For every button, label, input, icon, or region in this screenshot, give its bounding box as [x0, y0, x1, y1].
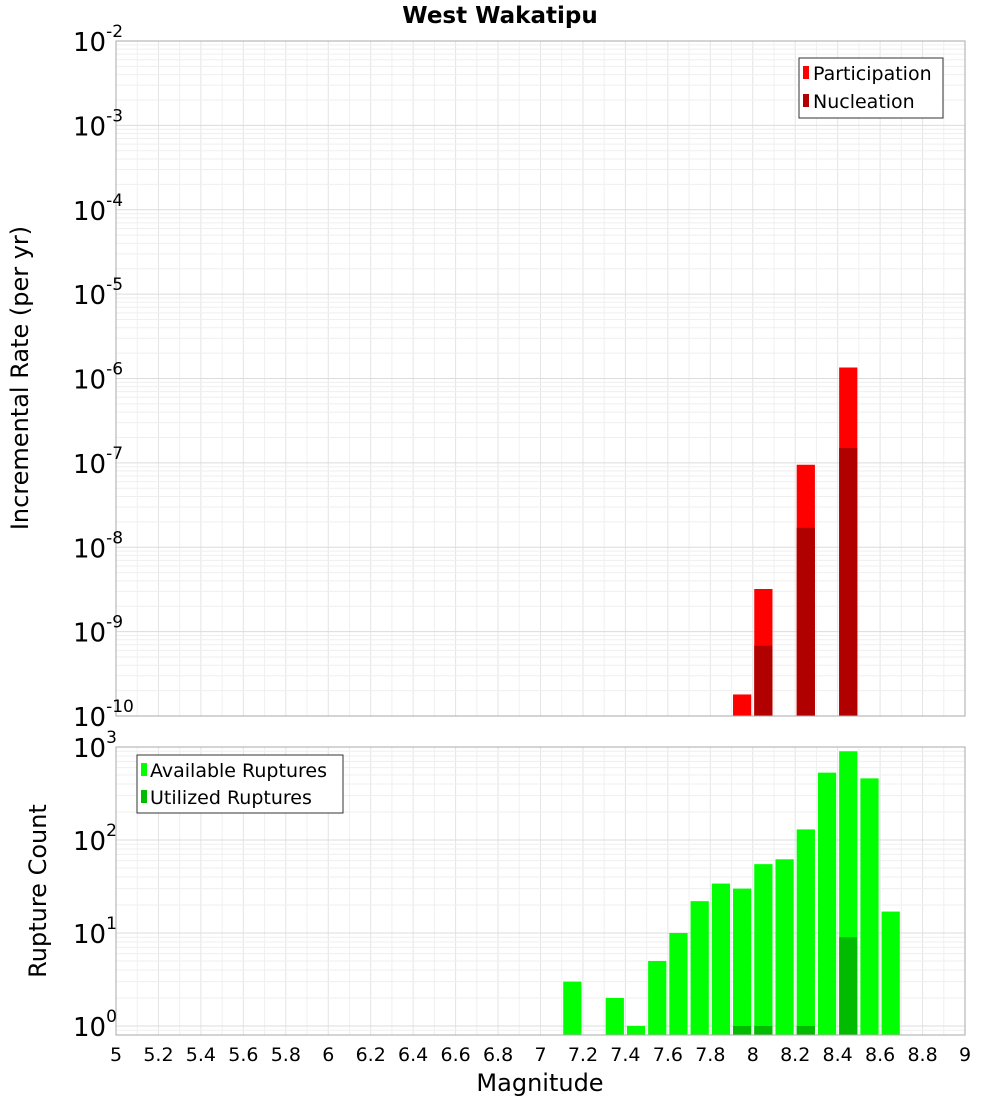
bottom-bar-available-ruptures	[563, 981, 582, 1035]
legend-swatch-available	[141, 763, 147, 776]
x-tick-label: 8.2	[780, 1044, 810, 1066]
x-tick-label: 5.4	[186, 1044, 216, 1066]
legend-label-available: Available Ruptures	[150, 760, 327, 782]
bottom-plot-bars	[563, 751, 900, 1035]
x-tick-label: 6.4	[398, 1044, 428, 1066]
bottom-bar-utilized-ruptures	[796, 1025, 815, 1035]
bottom-bar-available-ruptures	[881, 911, 900, 1035]
x-ticks: 5 5.2 5.4 5.6 5.8 6 6.2 6.4 6.6 6.8 7 7.2 7.4 7.6 7.8 8…	[110, 1044, 971, 1066]
top-plot-grid	[115, 40, 966, 717]
x-tick-label: 6.6	[440, 1044, 470, 1066]
y-tick-label: 10-8	[73, 528, 123, 564]
legend-swatch-nucleation	[803, 94, 809, 107]
y-tick-label: 10-3	[73, 106, 123, 142]
x-tick-label: 5.8	[271, 1044, 301, 1066]
x-tick-label: 6.2	[356, 1044, 386, 1066]
y-tick-label: 10-6	[73, 360, 123, 396]
x-tick-label: 8.8	[907, 1044, 937, 1066]
y-tick-label: 10-2	[73, 22, 123, 58]
y-tick-label: 102	[73, 821, 117, 857]
x-tick-label: 7.8	[695, 1044, 725, 1066]
bottom-bar-available-ruptures	[690, 901, 709, 1035]
bottom-bar-available-ruptures	[860, 778, 879, 1035]
x-tick-label: 8.6	[865, 1044, 895, 1066]
y-tick-label: 10-4	[73, 191, 123, 227]
bottom-y-axis-label: Rupture Count	[24, 804, 52, 978]
bottom-bar-available-ruptures	[626, 1025, 646, 1035]
x-tick-label: 7.4	[610, 1044, 640, 1066]
top-bar-nucleation	[754, 645, 773, 716]
top-legend: Participation Nucleation	[798, 57, 944, 119]
x-tick-label: 7.2	[568, 1044, 598, 1066]
bottom-bar-utilized-ruptures	[754, 1025, 773, 1035]
bottom-bar-utilized-ruptures	[733, 1025, 752, 1035]
x-tick-label: 8	[747, 1044, 759, 1066]
bottom-bar-available-ruptures	[754, 864, 773, 1035]
bottom-bar-available-ruptures	[711, 883, 731, 1035]
y-tick-label: 10-7	[73, 444, 123, 480]
bottom-bar-available-ruptures	[648, 960, 667, 1035]
top-y-ticks: 10-2 10-3 10-4 10-5 10-6 10-7 10-8 10-9 10-10	[73, 22, 134, 733]
legend-label-participation: Participation	[813, 63, 932, 85]
x-tick-label: 6.8	[483, 1044, 513, 1066]
bottom-bar-available-ruptures	[733, 888, 752, 1035]
bottom-legend: Available Ruptures Utilized Ruptures	[136, 754, 344, 814]
bottom-bar-utilized-ruptures	[839, 937, 858, 1035]
x-tick-label: 6	[322, 1044, 334, 1066]
x-tick-label: 5	[110, 1044, 122, 1066]
y-tick-label: 10-5	[73, 275, 123, 311]
x-tick-label: 5.2	[143, 1044, 173, 1066]
x-tick-label: 7.6	[653, 1044, 683, 1066]
bottom-bar-available-ruptures	[796, 829, 815, 1035]
bottom-y-ticks: 103 102 101 100	[73, 728, 117, 1043]
top-bar-participation	[733, 694, 752, 716]
legend-swatch-participation	[803, 66, 809, 79]
x-tick-label: 8.4	[823, 1044, 853, 1066]
y-tick-label: 100	[73, 1007, 117, 1043]
top-bar-nucleation	[839, 448, 858, 716]
chart-title: West Wakatipu	[402, 3, 597, 29]
y-tick-label: 10-10	[73, 697, 134, 733]
top-bar-nucleation	[796, 527, 815, 716]
legend-label-utilized: Utilized Ruptures	[150, 787, 312, 809]
x-tick-label: 5.6	[228, 1044, 258, 1066]
x-tick-label: 7	[534, 1044, 546, 1066]
top-plot-bars	[733, 367, 858, 716]
bottom-plot-area	[115, 746, 966, 1036]
bottom-bar-available-ruptures	[817, 772, 837, 1035]
x-tick-label: 9	[959, 1044, 971, 1066]
y-tick-label: 101	[73, 914, 117, 950]
y-tick-label: 103	[73, 728, 117, 764]
bottom-bar-available-ruptures	[605, 997, 624, 1035]
top-plot-area	[115, 40, 966, 717]
top-y-axis-label: Incremental Rate (per yr)	[6, 226, 34, 530]
y-tick-label: 10-9	[73, 613, 123, 649]
legend-label-nucleation: Nucleation	[813, 91, 915, 113]
x-axis-label: Magnitude	[476, 1069, 603, 1097]
bottom-bar-available-ruptures	[775, 859, 794, 1035]
legend-swatch-utilized	[141, 790, 147, 803]
bottom-bar-available-ruptures	[669, 932, 688, 1035]
